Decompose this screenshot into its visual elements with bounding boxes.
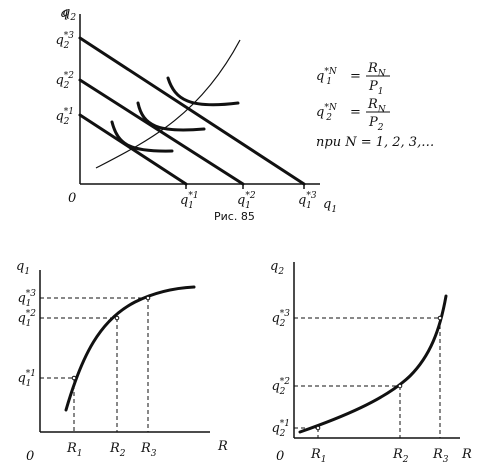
bl-x-tick-label-3: R3 bbox=[140, 441, 157, 459]
bl-x-tick-label-2: R2 bbox=[109, 441, 126, 459]
bl-x-tick-label-1: R1 bbox=[66, 441, 83, 459]
bottom-left-panel: 0 bbox=[26, 270, 210, 464]
indifference-curve-3 bbox=[166, 76, 240, 107]
bl-point-2 bbox=[114, 315, 120, 321]
bl-y-tick-label-1: q*1 1 bbox=[17, 369, 36, 389]
indifference-curve-2 bbox=[136, 101, 206, 132]
bl-y-tick-label-2: q*2 1 bbox=[17, 309, 36, 329]
top-x-axis-name: q1 bbox=[323, 197, 337, 215]
br-y-tick-label-1: q*1 2 bbox=[271, 419, 290, 439]
income-consumption-curve bbox=[95, 39, 241, 169]
br-engel-curve-q2 bbox=[298, 294, 448, 434]
top-y-axis-name: q2 bbox=[62, 5, 76, 23]
formula-den-2: P2 bbox=[368, 115, 384, 133]
formula-lhs-2: q*N 2 bbox=[316, 103, 338, 123]
br-point-1 bbox=[315, 425, 321, 431]
bl-engel-curve-q1 bbox=[64, 285, 196, 412]
br-origin-label: 0 bbox=[276, 449, 284, 464]
top-y-tick-label-3: q*3 2 bbox=[55, 31, 74, 51]
budget-line-2 bbox=[78, 78, 245, 186]
br-y-tick-label-3: q*3 2 bbox=[271, 309, 290, 329]
br-x-tick-label-3: R3 bbox=[432, 447, 449, 465]
br-point-3 bbox=[437, 315, 443, 321]
br-y-axis-name: q2 bbox=[270, 259, 284, 277]
formula-eq-2: = bbox=[350, 105, 361, 120]
formula-condition: при N = 1, 2, 3,… bbox=[316, 135, 434, 150]
figure-caption: Рис. 85 bbox=[214, 210, 255, 223]
formula-num-2: RN bbox=[367, 97, 387, 115]
bl-y-axis-name: q1 bbox=[16, 259, 30, 277]
indifference-curve-1 bbox=[110, 120, 174, 153]
top-y-tick-label-2: q*2 2 bbox=[55, 71, 74, 91]
top-x-tick-label-3: q*3 1 bbox=[298, 191, 317, 211]
bottom-right-panel: 0 bbox=[276, 262, 460, 464]
top-x-tick-label-1: q*1 1 bbox=[180, 191, 199, 211]
formula-eq-1: = bbox=[350, 69, 361, 84]
br-x-tick-label-2: R2 bbox=[392, 447, 409, 465]
bl-y-tick-label-3: q*3 1 bbox=[17, 289, 36, 309]
bl-point-1 bbox=[71, 375, 77, 381]
budget-line-3 bbox=[78, 36, 306, 186]
br-x-tick-label-1: R1 bbox=[310, 447, 327, 465]
top-panel: q q2 q1 0 bbox=[60, 6, 320, 206]
top-y-axis-label: q bbox=[60, 6, 68, 21]
top-y-tick-label-1: q*1 2 bbox=[55, 107, 74, 127]
top-x-tick-label-2: q*2 1 bbox=[237, 191, 256, 211]
br-point-2 bbox=[397, 383, 403, 389]
bl-point-3 bbox=[145, 295, 151, 301]
formula-lhs-1: q*N 1 bbox=[316, 67, 338, 87]
budget-line-1 bbox=[78, 113, 188, 186]
formula-num-1: RN bbox=[367, 61, 387, 79]
br-y-tick-label-2: q*2 2 bbox=[271, 377, 290, 397]
top-origin-label: 0 bbox=[68, 191, 76, 206]
formula-den-1: P1 bbox=[368, 79, 383, 97]
bl-origin-label: 0 bbox=[26, 449, 34, 464]
br-x-axis-name: R bbox=[461, 447, 472, 462]
bl-x-axis-name: R bbox=[217, 439, 228, 454]
